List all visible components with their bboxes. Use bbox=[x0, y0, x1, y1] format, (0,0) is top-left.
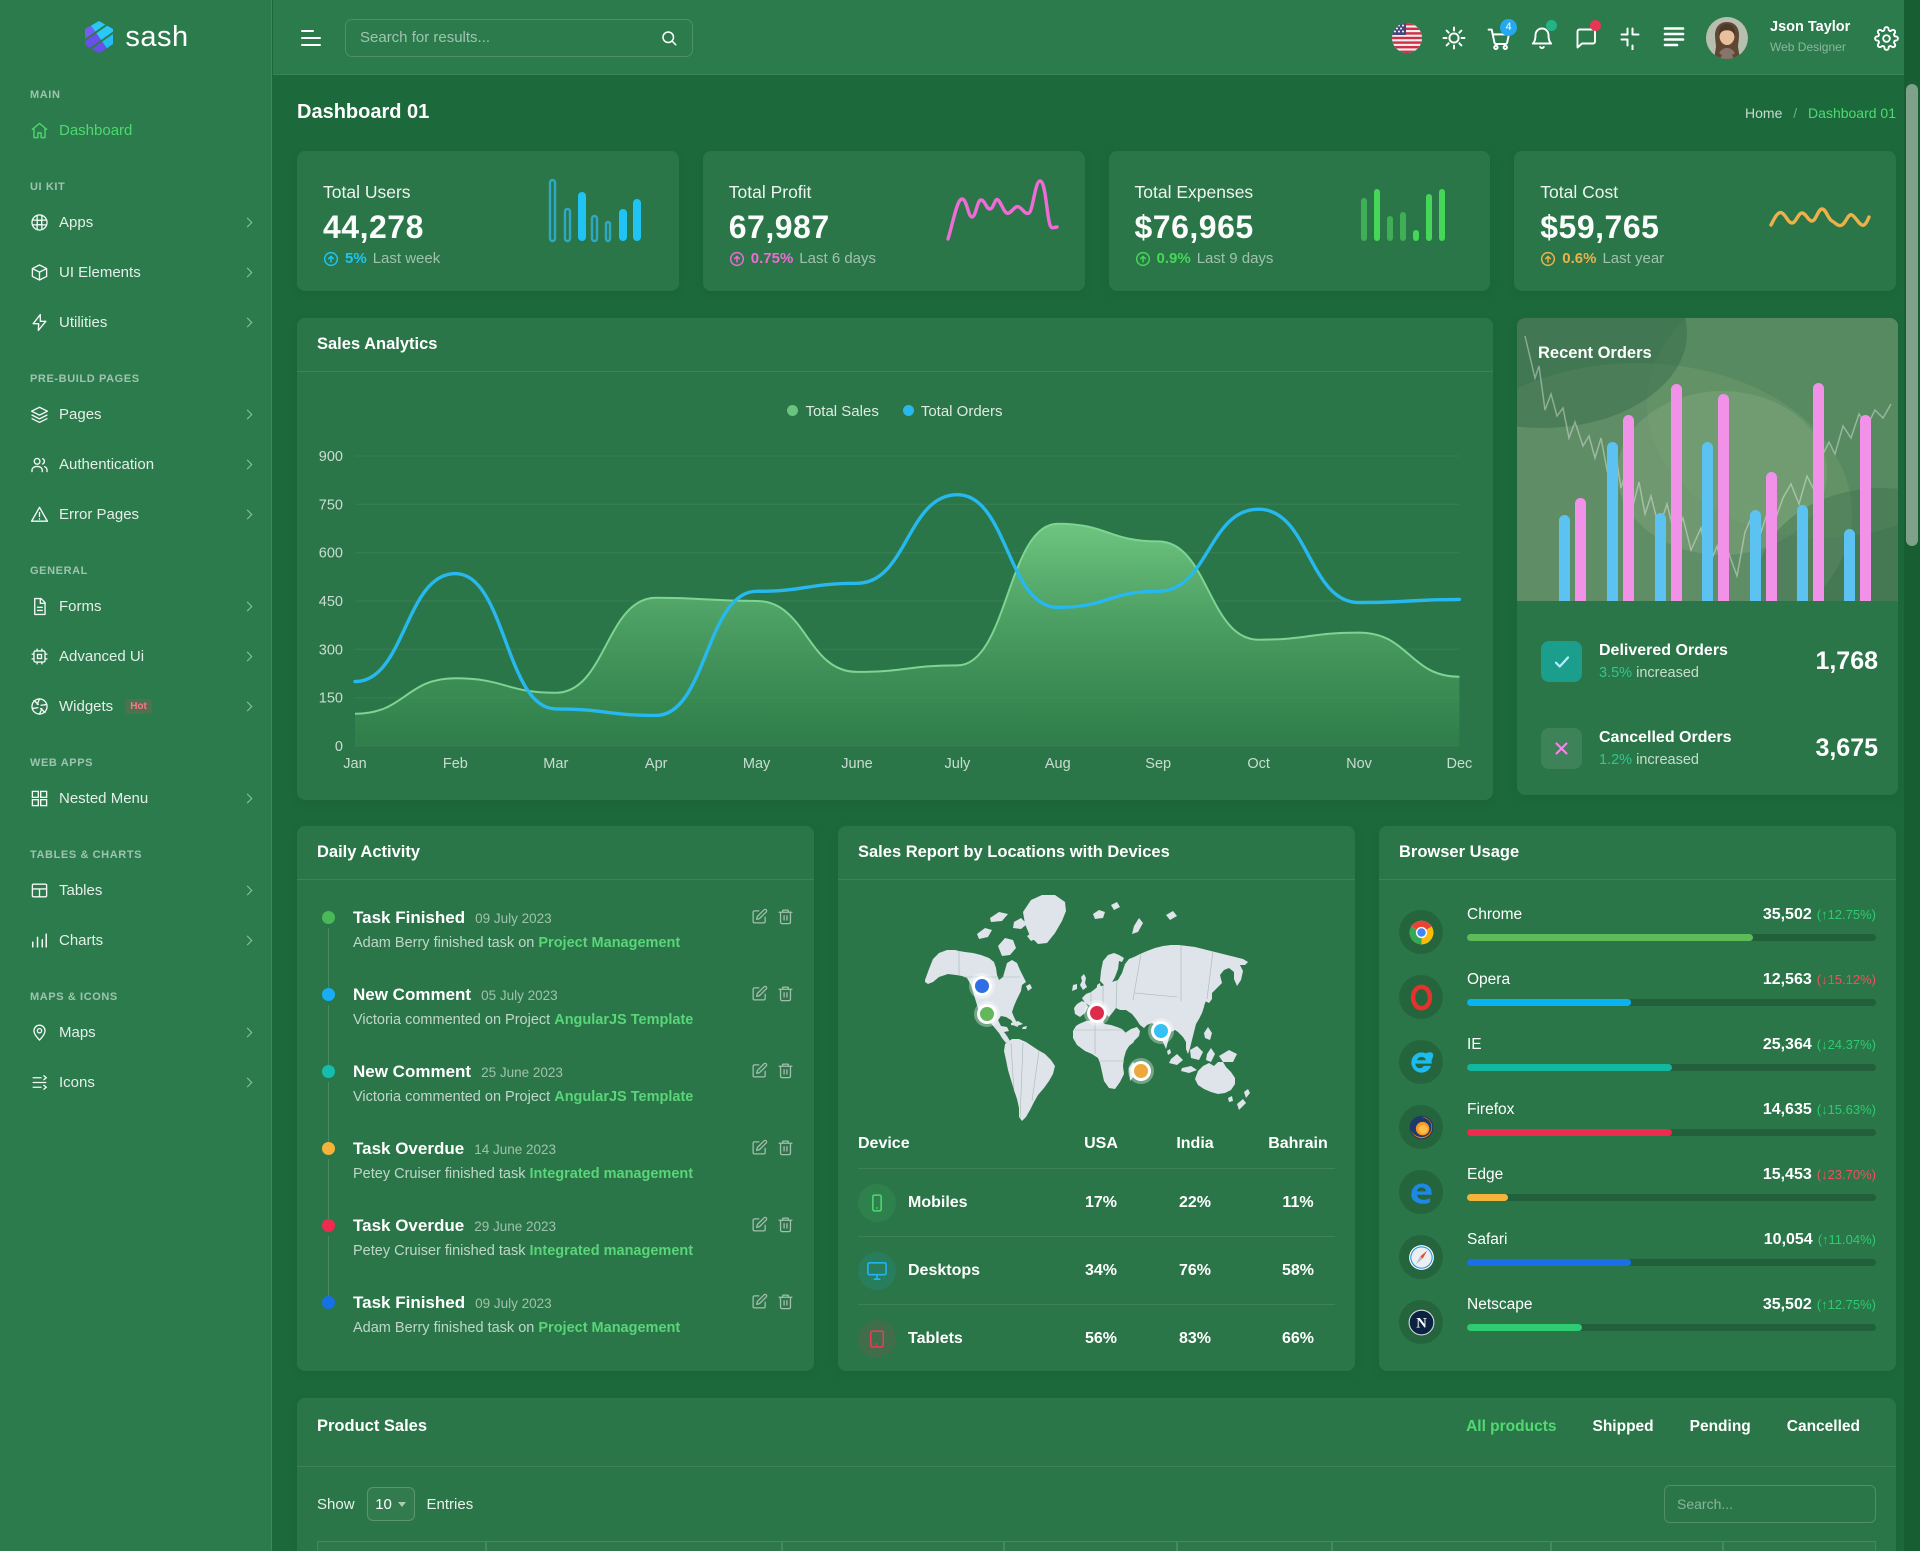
svg-text:150: 150 bbox=[319, 691, 343, 707]
svg-text:300: 300 bbox=[319, 642, 343, 658]
svg-text:750: 750 bbox=[319, 497, 343, 513]
svg-text:Apr: Apr bbox=[645, 756, 668, 772]
svg-text:Nov: Nov bbox=[1346, 756, 1373, 772]
svg-text:450: 450 bbox=[319, 594, 343, 610]
svg-text:Aug: Aug bbox=[1045, 756, 1071, 772]
svg-text:July: July bbox=[945, 756, 972, 772]
svg-text:June: June bbox=[841, 756, 872, 772]
svg-text:900: 900 bbox=[319, 449, 343, 465]
svg-text:600: 600 bbox=[319, 546, 343, 562]
svg-text:Jan: Jan bbox=[343, 756, 366, 772]
svg-text:Oct: Oct bbox=[1247, 756, 1270, 772]
svg-text:Feb: Feb bbox=[443, 756, 468, 772]
svg-text:N: N bbox=[1416, 1315, 1427, 1331]
svg-text:May: May bbox=[743, 756, 771, 772]
svg-text:Sep: Sep bbox=[1145, 756, 1171, 772]
svg-text:Dec: Dec bbox=[1447, 756, 1473, 772]
svg-text:Mar: Mar bbox=[543, 756, 568, 772]
svg-text:0: 0 bbox=[335, 739, 343, 755]
